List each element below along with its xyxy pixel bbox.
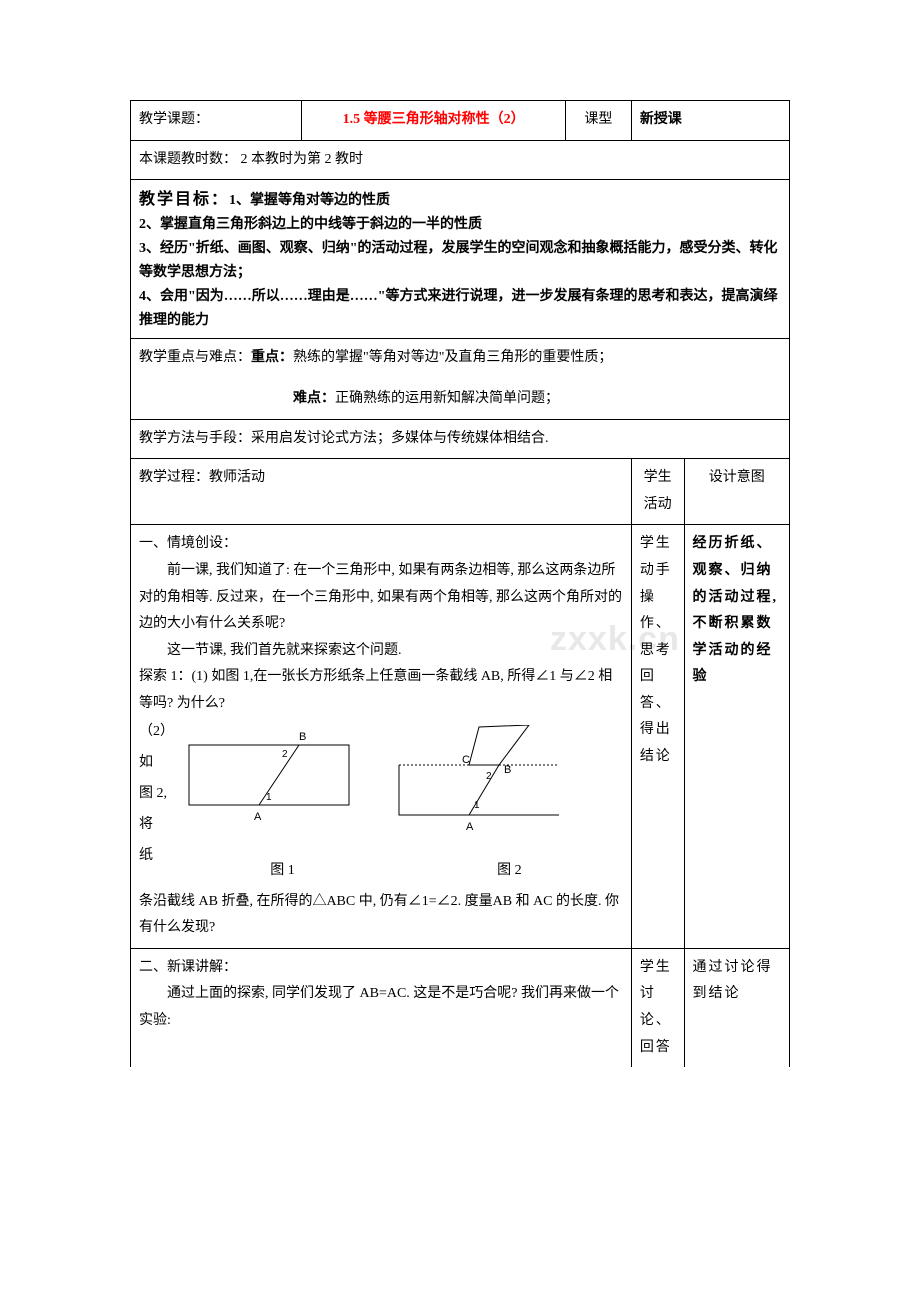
kp-text: 熟练的掌握"等角对等边"及直角三角形的重要性质； xyxy=(293,350,612,365)
figure2: A B C 1 2 xyxy=(399,725,559,833)
svg-text:2: 2 xyxy=(486,771,492,782)
svg-text:2: 2 xyxy=(282,749,288,760)
section2-student: 学生讨论、回答 xyxy=(631,948,684,1067)
goals-lead: 教学目标： xyxy=(139,191,229,208)
goal-item: 2、掌握直角三角形斜边上的中线等于斜边的一半的性质 xyxy=(139,213,781,237)
svg-text:A: A xyxy=(466,821,474,833)
fig1-label: 图 1 xyxy=(270,858,295,885)
methods-cell: 教学方法与手段：采用启发讨论式方法；多媒体与传统媒体相结合. xyxy=(131,419,790,459)
svg-text:1: 1 xyxy=(474,800,480,811)
col2-header: 学生活动 xyxy=(631,459,684,525)
page-wrapper: zxxk.cn 教学课题： 1.5 等腰三角形轴对称性（2） 课型 新授课 本课… xyxy=(130,100,790,1067)
table-row: 教学方法与手段：采用启发讨论式方法；多媒体与传统媒体相结合. xyxy=(131,419,790,459)
svg-text:B: B xyxy=(504,764,511,776)
col1-header: 教学过程：教师活动 xyxy=(131,459,632,525)
goal-item: 4、会用"因为……所以……理由是……"等方式来进行说理，进一步发展有条理的思考和… xyxy=(139,285,781,333)
diff-text: 正确熟练的运用新知解决简单问题； xyxy=(335,391,559,406)
keypoints-cell: 教学重点与难点：重点：熟练的掌握"等角对等边"及直角三角形的重要性质； 难点：正… xyxy=(131,339,790,419)
section2-design: 通过讨论得到结论 xyxy=(684,948,789,1067)
goals-cell: 教学目标：1、掌握等角对等边的性质 2、掌握直角三角形斜边上的中线等于斜边的一半… xyxy=(131,180,790,339)
table-row: 本课题教时数： 2 本教时为第 2 教时 xyxy=(131,140,790,180)
section1-p2: 这一节课, 我们首先就来探索这个问题. xyxy=(139,638,623,665)
table-row: 教学过程：教师活动 学生活动 设计意图 xyxy=(131,459,790,525)
hours-cell: 本课题教时数： 2 本教时为第 2 教时 xyxy=(131,140,790,180)
table-row: 教学目标：1、掌握等角对等边的性质 2、掌握直角三角形斜边上的中线等于斜边的一半… xyxy=(131,180,790,339)
goal-item: 3、经历"折纸、画图、观察、归纳"的活动过程，发展学生的空间观念和抽象概括能力，… xyxy=(139,237,781,285)
table-row: 二、新课讲解： 通过上面的探索, 同学们发现了 AB=AC. 这是不是巧合呢? … xyxy=(131,948,790,1067)
type-label: 课型 xyxy=(565,101,631,141)
svg-text:A: A xyxy=(254,811,262,823)
section1-design: 经历折纸、观察、归纳的活动过程, 不断积累数学活动的经验 xyxy=(684,525,789,949)
table-row: 教学重点与难点：重点：熟练的掌握"等角对等边"及直角三角形的重要性质； 难点：正… xyxy=(131,339,790,419)
table-row: 教学课题： 1.5 等腰三角形轴对称性（2） 课型 新授课 xyxy=(131,101,790,141)
section1-p1: 前一课, 我们知道了: 在一个三角形中, 如果有两条边相等, 那么这两条边所对的… xyxy=(139,558,623,638)
goal-item: 1、掌握等角对等边的性质 xyxy=(229,193,390,208)
svg-text:C: C xyxy=(462,754,470,766)
section1-p5: 条沿截线 AB 折叠, 在所得的△ABC 中, 仍有∠1=∠2. 度量AB 和 … xyxy=(139,889,623,942)
figure1: B A 1 2 xyxy=(189,731,349,823)
lesson-plan-table: 教学课题： 1.5 等腰三角形轴对称性（2） 课型 新授课 本课题教时数： 2 … xyxy=(130,100,790,1067)
col3-header: 设计意图 xyxy=(684,459,789,525)
topic-label: 教学课题： xyxy=(131,101,302,141)
kp-label: 重点： xyxy=(251,350,293,365)
lesson-title: 1.5 等腰三角形轴对称性（2） xyxy=(302,101,566,141)
section2-p1: 通过上面的探索, 同学们发现了 AB=AC. 这是不是巧合呢? 我们再来做一个实… xyxy=(139,981,623,1034)
section2-main: 二、新课讲解： 通过上面的探索, 同学们发现了 AB=AC. 这是不是巧合呢? … xyxy=(131,948,632,1067)
table-row: 一、情境创设： 前一课, 我们知道了: 在一个三角形中, 如果有两条边相等, 那… xyxy=(131,525,790,949)
kp-lead: 教学重点与难点： xyxy=(139,350,251,365)
geometry-figures-icon: B A 1 2 xyxy=(169,725,559,845)
svg-text:1: 1 xyxy=(266,792,272,803)
diff-label: 难点： xyxy=(293,391,335,406)
wrap-text: （2）如 图 2, 将 纸 xyxy=(139,717,169,871)
fig2-label: 图 2 xyxy=(497,858,522,885)
section1-main: 一、情境创设： 前一课, 我们知道了: 在一个三角形中, 如果有两条边相等, 那… xyxy=(131,525,632,949)
section1-title: 一、情境创设： xyxy=(139,531,623,558)
section1-student: 学生动手操作、思考回答、得出结论 xyxy=(631,525,684,949)
svg-text:B: B xyxy=(299,731,306,743)
section1-p3: 探索 1：(1) 如图 1,在一张长方形纸条上任意画一条截线 AB, 所得∠1 … xyxy=(139,664,623,717)
type-value: 新授课 xyxy=(631,101,789,141)
section2-title: 二、新课讲解： xyxy=(139,955,623,982)
figures-area: B A 1 2 xyxy=(169,725,623,884)
